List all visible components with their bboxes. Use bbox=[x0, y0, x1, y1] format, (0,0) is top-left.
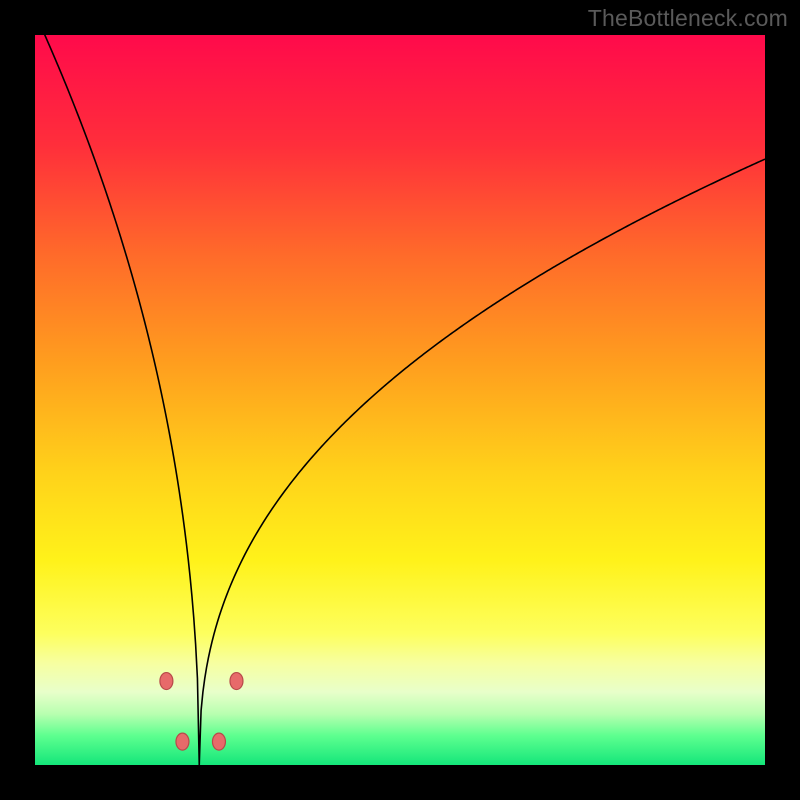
watermark-label: TheBottleneck.com bbox=[588, 5, 788, 32]
bottleneck-curve-chart bbox=[35, 35, 765, 765]
curve-marker bbox=[212, 733, 225, 750]
curve-marker bbox=[176, 733, 189, 750]
curve-marker bbox=[160, 673, 173, 690]
chart-stage: TheBottleneck.com bbox=[0, 0, 800, 800]
plot-area bbox=[35, 35, 765, 765]
curve-marker bbox=[230, 673, 243, 690]
chart-background bbox=[35, 35, 765, 765]
